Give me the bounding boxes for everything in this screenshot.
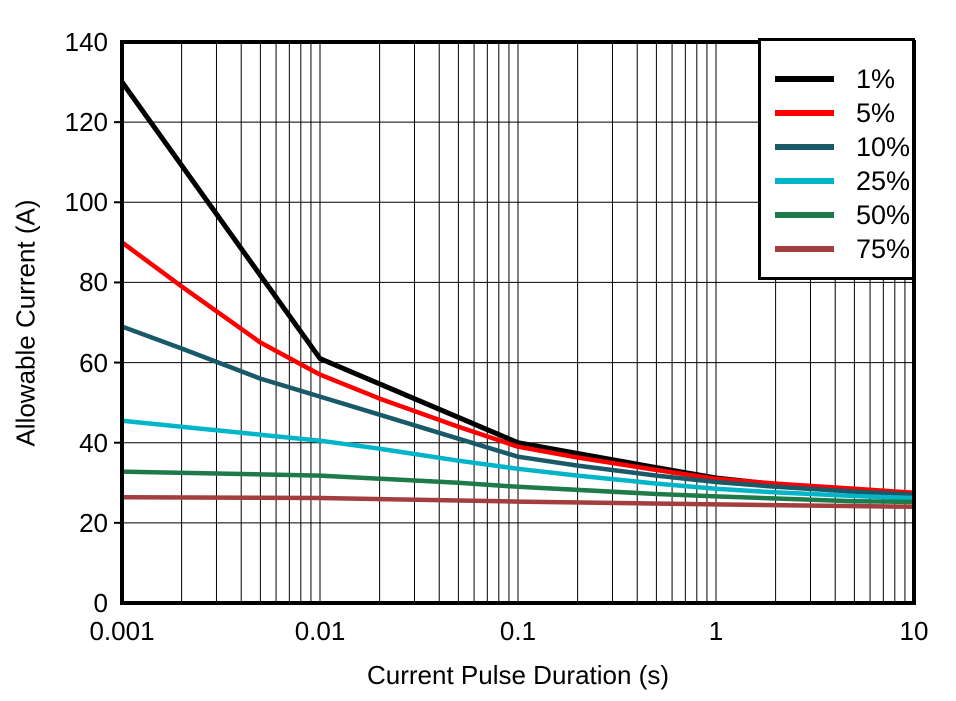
legend-line-swatch: [775, 144, 834, 150]
y-tick-label: 20: [79, 507, 108, 538]
legend-line-swatch: [775, 110, 834, 116]
legend-line-swatch: [775, 76, 834, 82]
legend-label: 5%: [856, 97, 896, 128]
data-series: [122, 80, 914, 510]
legend-entry-50pct: 50%: [761, 198, 912, 232]
x-tick-label: 1: [708, 616, 724, 646]
series-line-10pct: [122, 324, 914, 498]
legend-entry-5pct: 5%: [761, 96, 912, 130]
plot-frame: [120, 40, 916, 605]
legend-label: 1%: [856, 63, 896, 94]
legend-line-swatch: [775, 212, 834, 218]
series-line-25pct: [122, 418, 914, 501]
legend-label: 25%: [856, 165, 911, 196]
y-tick-label: 80: [79, 267, 108, 298]
x-tick-label: 0.01: [294, 616, 346, 646]
y-tick-label: 40: [79, 427, 108, 458]
legend-label: 75%: [856, 233, 911, 264]
series-line-75pct: [122, 494, 914, 510]
gridlines: [114, 42, 914, 603]
x-axis-title: Current Pulse Duration (s): [367, 660, 669, 690]
x-tick-label: 10: [899, 616, 929, 646]
y-tick-label: 100: [64, 187, 108, 218]
legend-entry-25pct: 25%: [761, 164, 912, 198]
x-tick-label: 0.1: [499, 616, 537, 646]
legend-entry-75pct: 75%: [761, 232, 912, 266]
y-tick-label: 120: [64, 107, 108, 138]
y-tick-label: 60: [79, 347, 108, 378]
y-tick-label: 140: [64, 27, 108, 57]
x-tick-label: 0.001: [89, 616, 155, 646]
y-axis-title: Allowable Current (A): [10, 198, 41, 447]
legend-entry-1pct: 1%: [761, 62, 912, 96]
legend-line-swatch: [775, 246, 834, 252]
legend-line-swatch: [775, 178, 834, 184]
series-line-50pct: [122, 469, 914, 505]
y-tick-label: 0: [93, 588, 108, 618]
legend-label: 10%: [856, 131, 911, 162]
series-line-5pct: [122, 240, 914, 496]
legend-label: 50%: [856, 199, 911, 230]
legend-entry-10pct: 10%: [761, 130, 912, 164]
legend-box: 1% 5% 10% 25% 50% 75%: [758, 38, 915, 280]
